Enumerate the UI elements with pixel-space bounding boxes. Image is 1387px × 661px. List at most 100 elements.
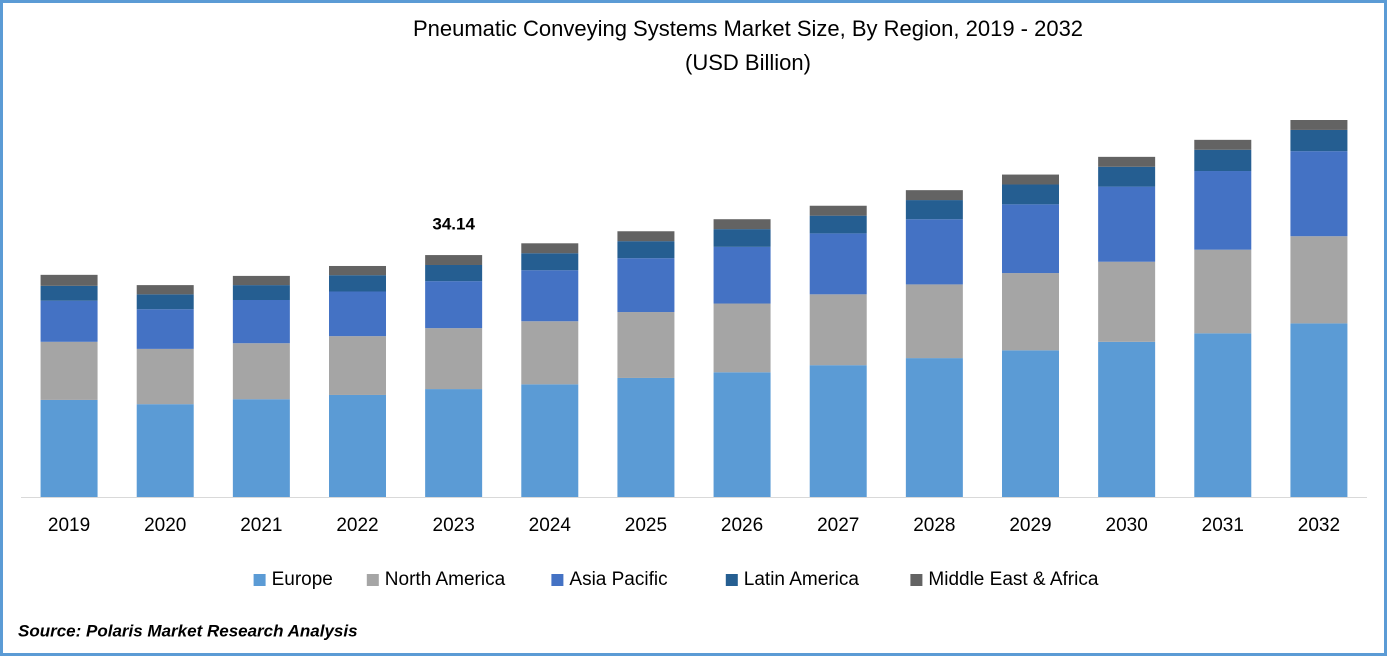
- legend-label: Middle East & Africa: [928, 569, 1098, 590]
- bar-segment: [713, 219, 771, 230]
- bar-segment: [425, 255, 483, 265]
- bar-segment: [905, 284, 963, 359]
- bar-segment: [521, 321, 579, 385]
- x-tick-label: 2031: [1202, 515, 1244, 536]
- bar-segment: [40, 274, 98, 286]
- bar-segment: [1002, 184, 1059, 205]
- bar-segment: [905, 190, 963, 201]
- bar-segment: [40, 399, 98, 497]
- legend-swatch: [253, 574, 266, 586]
- bar-segment: [425, 328, 483, 390]
- bar-segment: [809, 215, 867, 234]
- bar-segment: [136, 309, 194, 349]
- bar-segment: [521, 384, 579, 497]
- bar-segment: [809, 365, 867, 497]
- x-tick-label: 2029: [1009, 515, 1051, 536]
- x-tick-label: 2032: [1298, 515, 1340, 536]
- x-tick-label: 2026: [721, 515, 763, 536]
- bar-segment: [40, 341, 98, 400]
- x-tick-label: 2028: [913, 515, 955, 536]
- bar-segment: [1098, 341, 1156, 497]
- bar-segment: [232, 299, 290, 344]
- chart-title: Pneumatic Conveying Systems Market Size,…: [413, 16, 1083, 41]
- bar-segment: [1194, 139, 1252, 150]
- bar-segment: [1290, 151, 1348, 237]
- bar-segment: [136, 285, 194, 295]
- bar-segment: [713, 372, 771, 497]
- bar-segment: [1002, 174, 1059, 185]
- bar-segment: [232, 275, 290, 286]
- legend-swatch: [725, 574, 738, 586]
- bar-segment: [1002, 350, 1059, 497]
- bar-segment: [905, 200, 963, 220]
- bar-segment: [521, 270, 579, 322]
- legend-label: North America: [385, 569, 506, 590]
- bar-segment: [1002, 204, 1059, 274]
- bar-segment: [617, 241, 675, 259]
- source: Source: Polaris Market Research Analysis: [18, 621, 358, 640]
- bar-segment: [521, 243, 579, 254]
- x-tick-label: 2025: [625, 515, 667, 536]
- legend-label: Asia Pacific: [569, 569, 667, 590]
- bar-segment: [809, 233, 867, 295]
- bar-segment: [713, 246, 771, 304]
- bar-segment: [1098, 186, 1156, 262]
- legend-swatch: [551, 574, 564, 586]
- bar-segment: [713, 303, 771, 373]
- bar-segment: [1290, 236, 1348, 324]
- bar-segment: [809, 205, 867, 216]
- bar-segment: [1002, 273, 1059, 351]
- bar-segment: [1194, 171, 1252, 250]
- bar-segment: [136, 348, 194, 405]
- bar-segment: [1194, 149, 1252, 172]
- legend-swatch: [910, 574, 923, 586]
- data-label: 34.14: [432, 215, 475, 234]
- bar-segment: [905, 358, 963, 497]
- bar-segment: [617, 231, 675, 242]
- legend-label: Europe: [272, 569, 333, 590]
- bar-segment: [1098, 156, 1156, 167]
- bar-segment: [809, 294, 867, 366]
- chart-subtitle: (USD Billion): [685, 50, 811, 75]
- bar-segment: [1290, 323, 1348, 497]
- bar-segment: [329, 336, 386, 395]
- bar-segment: [617, 377, 675, 497]
- x-tick-label: 2030: [1106, 515, 1148, 536]
- bar-segment: [329, 265, 386, 276]
- bar-segment: [617, 312, 675, 378]
- bar-segment: [1098, 261, 1156, 342]
- bar-segment: [1290, 129, 1348, 152]
- bar-segment: [40, 285, 98, 301]
- bar-segment: [521, 253, 579, 271]
- x-tick-label: 2020: [144, 515, 186, 536]
- bar-segment: [329, 275, 386, 292]
- bar-segment: [136, 404, 194, 497]
- bar-segment: [905, 219, 963, 285]
- bar-segment: [40, 300, 98, 342]
- x-tick-label: 2027: [817, 515, 859, 536]
- x-tick-label: 2019: [48, 515, 90, 536]
- x-tick-label: 2021: [240, 515, 282, 536]
- bar-segment: [329, 291, 386, 337]
- bar-segment: [1098, 166, 1156, 187]
- x-tick-label: 2022: [336, 515, 378, 536]
- bar-segment: [1194, 249, 1252, 334]
- x-tick-label: 2024: [529, 515, 572, 536]
- legend-swatch: [366, 574, 379, 586]
- bar-segment: [1290, 120, 1348, 130]
- bar-segment: [425, 389, 483, 497]
- bar-segment: [136, 294, 194, 310]
- bar-segment: [425, 281, 483, 329]
- bar-segment: [232, 343, 290, 400]
- bar-segment: [232, 285, 290, 300]
- bar-segment: [329, 394, 386, 497]
- bar-segment: [713, 229, 771, 247]
- bar-segment: [232, 399, 290, 497]
- x-tick-label: 2023: [433, 515, 475, 536]
- bar-segment: [425, 264, 483, 282]
- bar-segment: [617, 258, 675, 313]
- bar-segment: [1194, 333, 1252, 497]
- legend-label: Latin America: [744, 569, 860, 590]
